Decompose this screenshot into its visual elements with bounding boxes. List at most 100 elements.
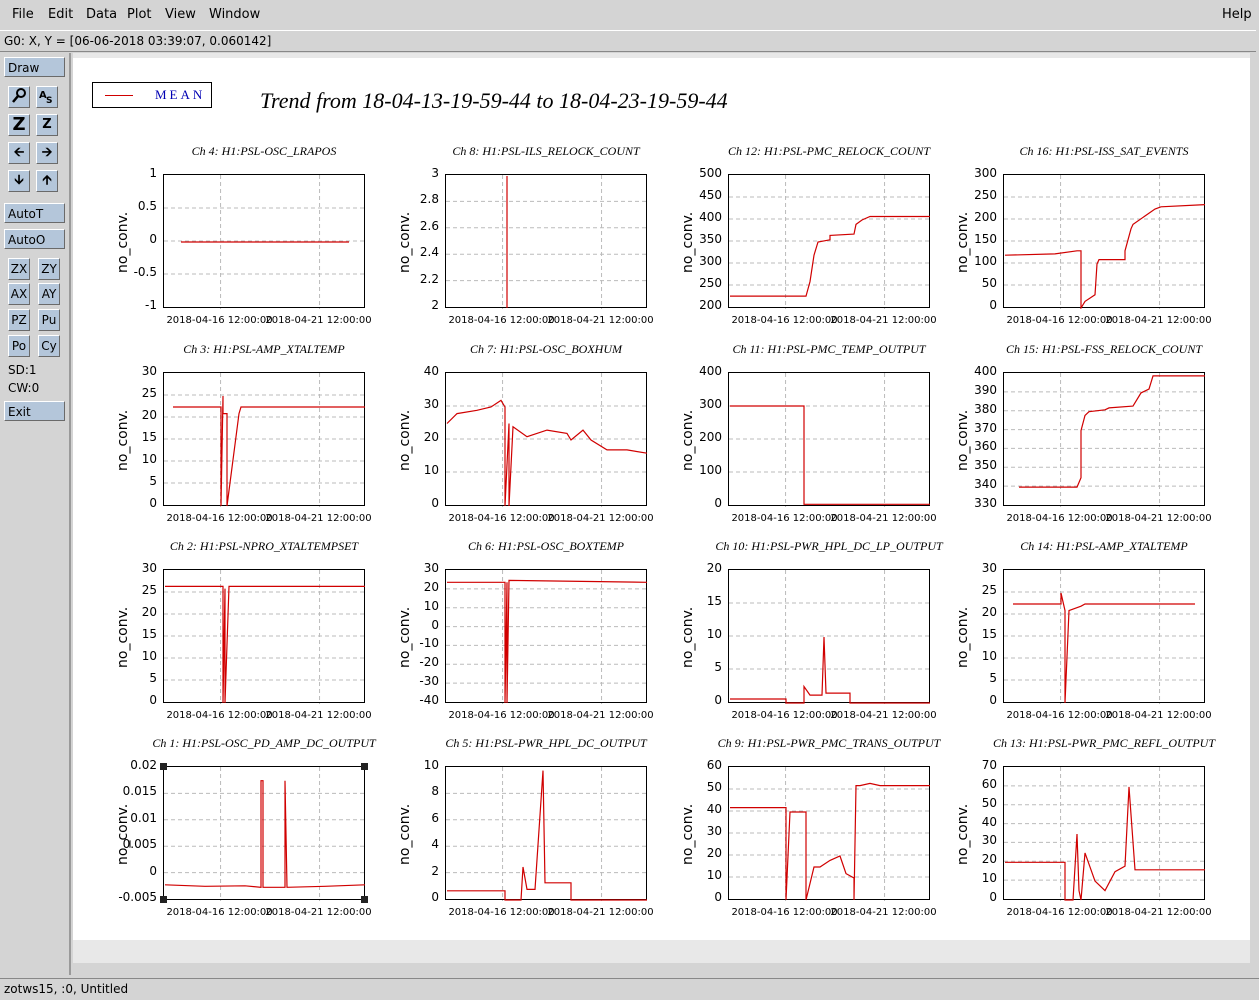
- y-tick-label: 250: [974, 188, 997, 202]
- pz-button[interactable]: PZ: [8, 309, 30, 331]
- arrow-right-icon[interactable]: 🡪: [36, 142, 58, 164]
- po-button[interactable]: Po: [8, 335, 30, 357]
- autoo-button[interactable]: AutoO: [4, 229, 65, 249]
- y-tick-label: 30: [981, 561, 997, 575]
- trend-plot: [1004, 570, 1206, 704]
- y-tick-label: 8: [431, 784, 439, 799]
- trend-plot: [729, 373, 931, 507]
- ax-button[interactable]: AX: [8, 283, 30, 305]
- arrow-left-icon[interactable]: 🡨: [8, 142, 30, 164]
- y-tick-label: -20: [419, 655, 439, 670]
- menu-file[interactable]: File: [12, 7, 34, 22]
- autot-button[interactable]: AutoT: [4, 203, 65, 223]
- y-tick-label: 70: [981, 758, 997, 772]
- plot-area[interactable]: [445, 766, 648, 901]
- plot-area[interactable]: [163, 569, 366, 704]
- arrow-down-icon[interactable]: 🡫: [8, 170, 30, 192]
- x-tick-label: 2018-04-16 12:00:00: [166, 315, 273, 326]
- plot-area[interactable]: [728, 569, 931, 704]
- y-tick-label: 350: [699, 232, 722, 246]
- plot-title: Ch 9: H1:PSL-PWR_PMC_TRANS_OUTPUT: [717, 736, 941, 750]
- x-tick-label: 2018-04-16 12:00:00: [731, 315, 838, 326]
- y-tick-label: 0: [149, 693, 157, 707]
- unzoom-z-icon[interactable]: Z: [36, 114, 58, 136]
- trend-plot: [446, 175, 648, 309]
- mean-series-line: [730, 215, 930, 297]
- menu-help[interactable]: Help: [1222, 7, 1252, 22]
- plot-title: Ch 6: H1:PSL-OSC_BOXTEMP: [468, 539, 624, 553]
- mean-series-line: [1013, 592, 1195, 704]
- exit-button[interactable]: Exit: [4, 401, 65, 421]
- y-tick-label: 380: [974, 401, 997, 416]
- y-tick-label: 20: [706, 846, 722, 860]
- plot-area[interactable]: [728, 372, 931, 507]
- y-tick-label: 100: [974, 254, 997, 268]
- y-tick-label: 0: [714, 693, 722, 707]
- x-tick-label: 2018-04-16 12:00:00: [448, 315, 555, 326]
- y-tick-label: 25: [981, 583, 997, 597]
- y-axis-label: no_conv.: [680, 606, 696, 668]
- trend-plot: [446, 570, 648, 704]
- y-tick-label: 15: [981, 627, 997, 641]
- menu-view[interactable]: View: [165, 7, 196, 22]
- selection-handle[interactable]: [361, 896, 368, 903]
- x-tick-label: 2018-04-21 12:00:00: [830, 710, 937, 721]
- y-tick-label: 15: [141, 430, 157, 444]
- y-tick-label: 350: [974, 458, 997, 473]
- y-tick-label: 200: [974, 210, 997, 224]
- draw-button[interactable]: Draw: [4, 57, 65, 77]
- menu-edit[interactable]: Edit: [48, 7, 74, 22]
- menu-plot[interactable]: Plot: [127, 7, 152, 22]
- y-tick-label: 0: [714, 496, 722, 510]
- mean-series-line: [447, 579, 648, 704]
- pu-button[interactable]: Pu: [38, 309, 60, 331]
- ay-button[interactable]: AY: [38, 283, 60, 305]
- cy-button[interactable]: Cy: [38, 335, 60, 357]
- y-tick-label: 10: [981, 649, 997, 663]
- x-tick-label: 2018-04-16 12:00:00: [731, 513, 838, 524]
- y-tick-label: 340: [974, 477, 997, 492]
- y-tick-label: 10: [141, 649, 157, 663]
- selection-handle[interactable]: [160, 763, 167, 770]
- plot-area[interactable]: [163, 766, 366, 901]
- trend-plot: [1004, 175, 1206, 309]
- plot-title: Ch 8: H1:PSL-ILS_RELOCK_COUNT: [452, 144, 640, 158]
- plot-area[interactable]: [445, 372, 648, 507]
- magnifier-icon[interactable]: [8, 86, 30, 108]
- x-tick-label: 2018-04-21 12:00:00: [547, 907, 654, 918]
- y-tick-label: 60: [706, 758, 722, 772]
- page-title: Trend from 18-04-13-19-59-44 to 18-04-23…: [260, 88, 728, 113]
- plot-area[interactable]: [163, 174, 366, 309]
- x-tick-label: 2018-04-21 12:00:00: [547, 315, 654, 326]
- x-tick-label: 2018-04-16 12:00:00: [1006, 907, 1113, 918]
- arrow-up-icon[interactable]: 🡩: [36, 170, 58, 192]
- y-axis-label: no_conv.: [397, 409, 413, 471]
- zx-button[interactable]: ZX: [8, 258, 30, 280]
- menu-window[interactable]: Window: [209, 7, 261, 22]
- plot-area[interactable]: [728, 766, 931, 901]
- y-tick-label: 0: [989, 693, 997, 707]
- plot-area[interactable]: [1003, 174, 1206, 309]
- plot-area[interactable]: [1003, 372, 1206, 507]
- y-tick-label: 0.005: [122, 837, 157, 852]
- mean-series-line: [730, 636, 930, 704]
- plot-area[interactable]: [445, 174, 648, 309]
- mean-series-line: [730, 782, 930, 901]
- y-tick-label: 10: [423, 463, 439, 477]
- menu-data[interactable]: Data: [86, 7, 118, 22]
- plot-area[interactable]: [445, 569, 648, 704]
- selection-handle[interactable]: [361, 763, 368, 770]
- plot-area[interactable]: [1003, 766, 1206, 901]
- plot-area[interactable]: [728, 174, 931, 309]
- y-axis-label: no_conv.: [955, 803, 971, 865]
- y-tick-label: 10: [423, 598, 439, 613]
- y-tick-label: 0: [989, 890, 997, 904]
- zoom-z-icon[interactable]: Z: [8, 114, 30, 136]
- plot-area[interactable]: [163, 372, 366, 507]
- selection-handle[interactable]: [160, 896, 167, 903]
- plot-area[interactable]: [1003, 569, 1206, 704]
- zy-button[interactable]: ZY: [38, 258, 60, 280]
- mean-series-line: [730, 405, 930, 505]
